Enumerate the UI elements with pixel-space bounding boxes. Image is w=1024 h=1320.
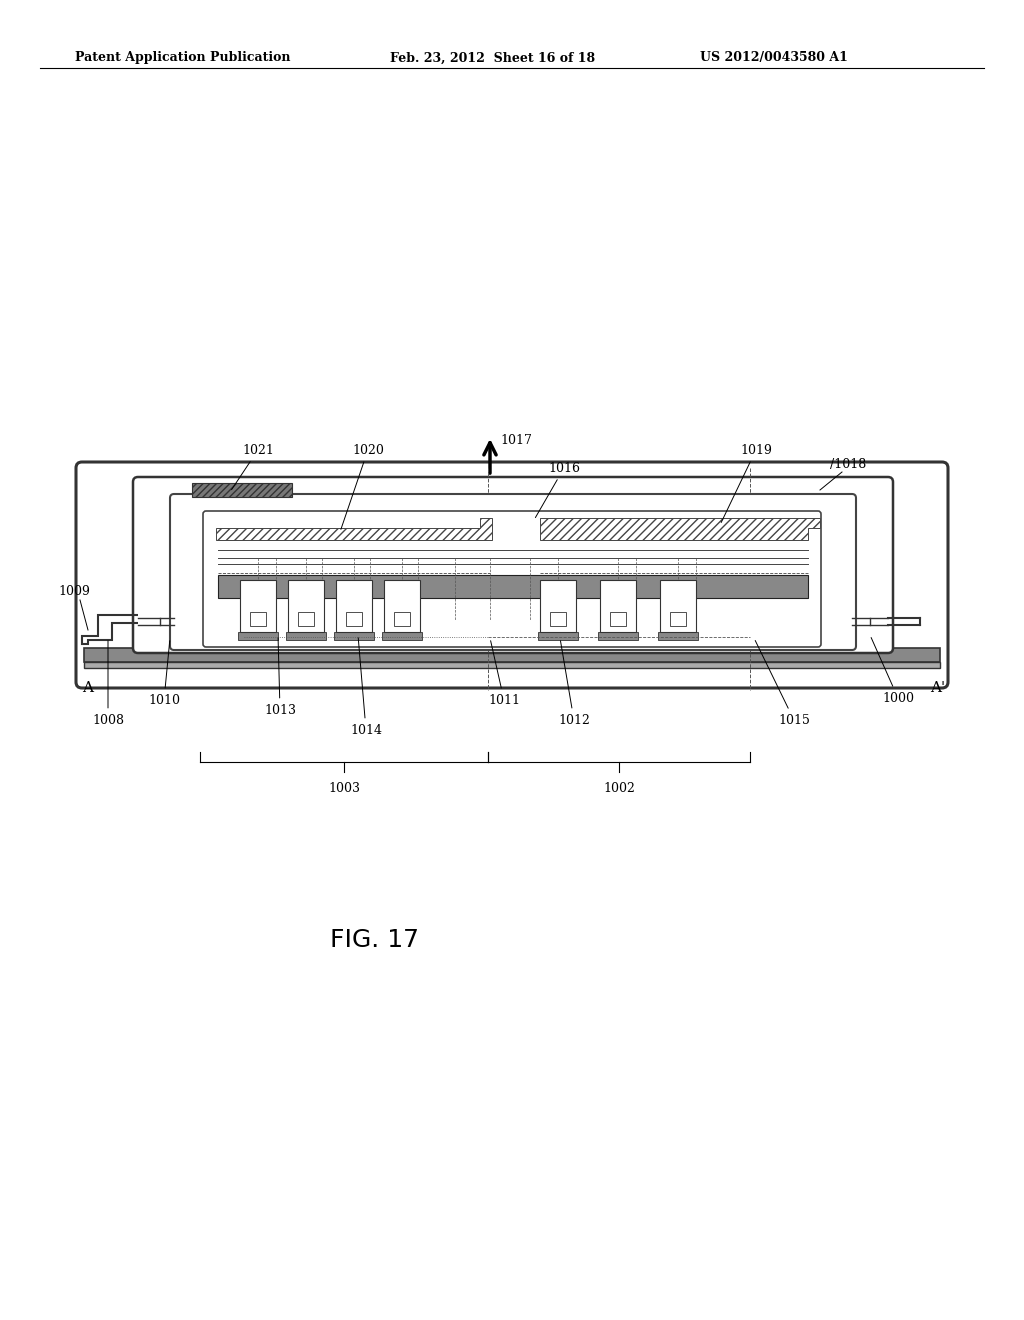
Text: Patent Application Publication: Patent Application Publication [75,51,291,65]
Text: 1017: 1017 [500,434,531,447]
Bar [218,576,808,598]
FancyBboxPatch shape [170,494,856,649]
Text: 1008: 1008 [92,640,124,726]
Bar [298,612,314,626]
Bar [250,612,266,626]
Bar [660,579,696,632]
Bar [193,483,292,498]
Text: 1019: 1019 [721,444,772,523]
FancyBboxPatch shape [133,477,893,653]
Bar [286,632,326,640]
Bar [384,579,420,632]
Bar [288,579,324,632]
Text: 1021: 1021 [231,444,273,490]
Bar [382,632,422,640]
Text: US 2012/0043580 A1: US 2012/0043580 A1 [700,51,848,65]
FancyBboxPatch shape [203,511,821,647]
Bar [334,632,374,640]
Text: 1015: 1015 [756,640,810,726]
Bar [658,632,698,640]
Bar [600,579,636,632]
Text: FIG. 17: FIG. 17 [330,928,419,952]
Bar [394,612,410,626]
Text: 1012: 1012 [558,640,590,726]
Text: 1011: 1011 [488,640,520,706]
FancyBboxPatch shape [76,462,948,688]
Polygon shape [540,517,820,540]
Bar [240,579,276,632]
Bar [540,579,575,632]
Bar [84,648,940,663]
Text: 1003: 1003 [328,781,360,795]
Bar [346,612,362,626]
Bar [538,632,578,640]
Text: 1016: 1016 [536,462,580,517]
Bar [670,612,686,626]
Bar [610,612,626,626]
Text: 1014: 1014 [350,638,382,737]
Text: 1010: 1010 [148,640,180,706]
Text: 1013: 1013 [264,638,296,717]
Bar [550,612,566,626]
Text: 1009: 1009 [58,585,90,598]
Bar [598,632,638,640]
Text: A': A' [930,681,945,696]
Text: 1002: 1002 [603,781,635,795]
Polygon shape [216,517,492,540]
Text: 1000: 1000 [871,638,914,705]
Bar [336,579,372,632]
Text: /1018: /1018 [830,458,866,471]
Bar [84,663,940,668]
Bar [238,632,278,640]
Text: 1020: 1020 [341,444,384,529]
Text: Feb. 23, 2012  Sheet 16 of 18: Feb. 23, 2012 Sheet 16 of 18 [390,51,595,65]
Text: A: A [82,681,93,696]
